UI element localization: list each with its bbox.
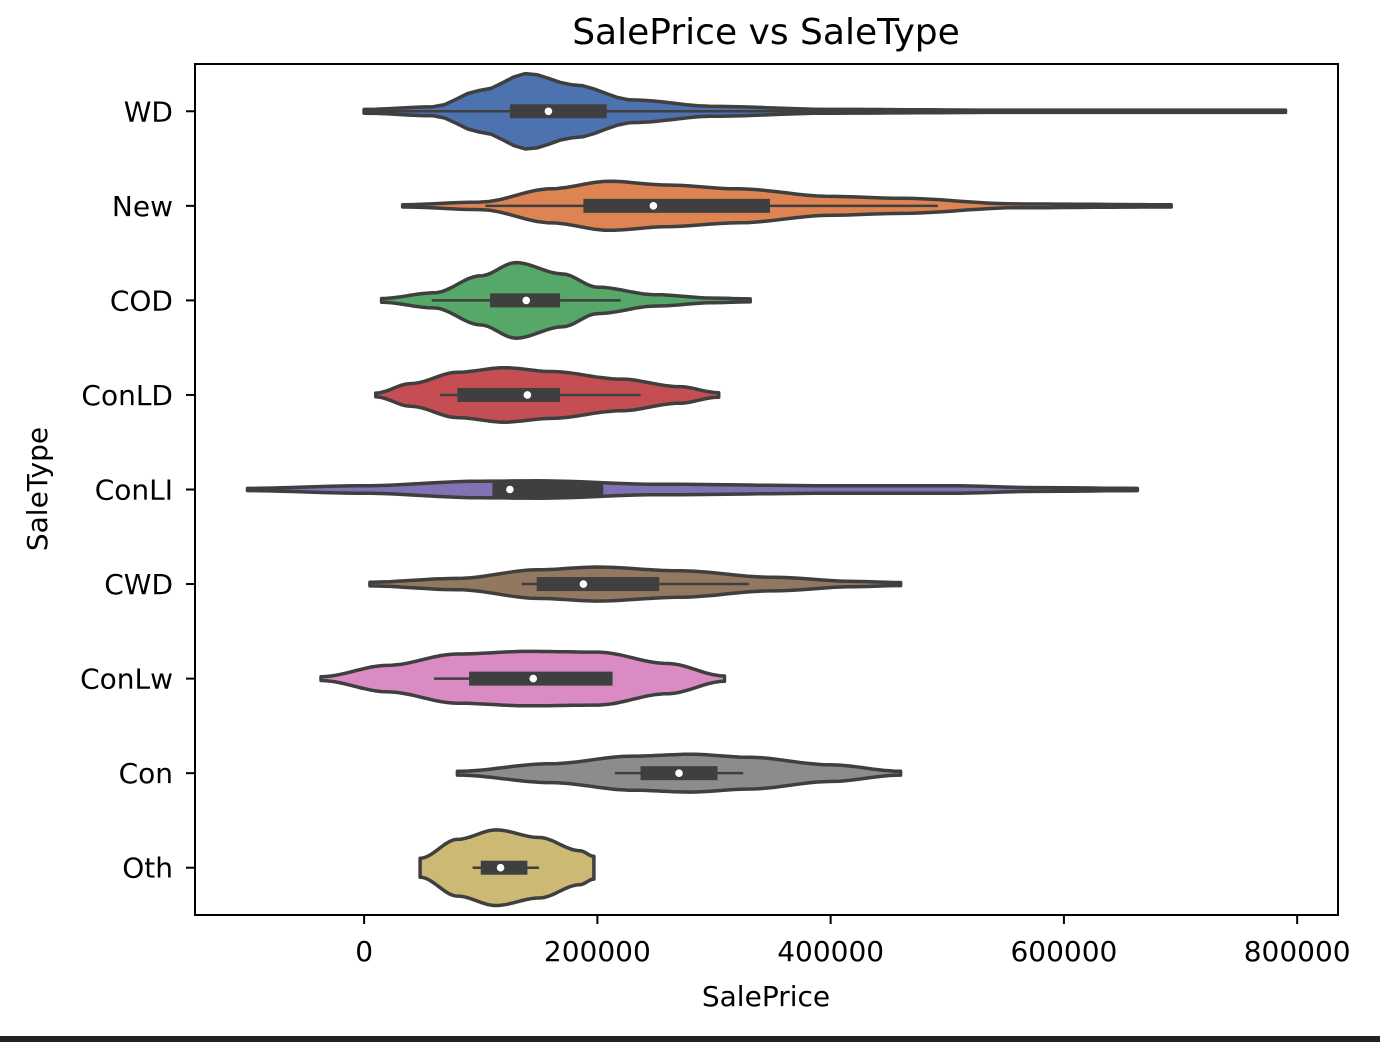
y-tick-label: ConLI [95, 474, 173, 507]
violin-conli [245, 479, 1140, 500]
y-tick-label: WD [124, 95, 173, 128]
violin-median [649, 202, 658, 210]
y-tick-label: New [112, 190, 173, 223]
x-tick-label: 600000 [1010, 935, 1117, 968]
violins-layer [245, 71, 1288, 908]
violin-iqr-box [457, 387, 561, 402]
x-axis-label: SalePrice [702, 980, 830, 1013]
y-tick-label: COD [110, 284, 173, 317]
violin-iqr-box [469, 671, 613, 686]
y-axis: WD New COD ConLD ConLI CWD ConLw Con Oth [80, 95, 195, 885]
violin-median [544, 107, 553, 116]
y-tick-label: Oth [122, 852, 173, 885]
x-tick-label: 200000 [544, 935, 651, 968]
x-tick-label: 800000 [1244, 935, 1351, 968]
violin-iqr-box [492, 482, 604, 497]
violin-conlw [319, 649, 727, 708]
violin-iqr-box [509, 104, 607, 119]
y-tick-label: ConLD [81, 379, 173, 412]
violin-conld [374, 365, 721, 424]
violin-median [522, 296, 531, 305]
x-tick-label: 0 [355, 935, 373, 968]
violin-median [496, 863, 505, 872]
chart-title: SalePrice vs SaleType [572, 12, 960, 53]
violin-median [579, 580, 588, 588]
violin-oth [418, 828, 596, 908]
violin-median [523, 391, 532, 399]
violin-con [455, 752, 903, 794]
violin-median [506, 485, 514, 494]
violin-cwd [368, 565, 903, 603]
violin-iqr-box [583, 198, 770, 213]
y-tick-label: ConLw [80, 663, 173, 696]
y-tick-label: Con [119, 757, 173, 790]
violin-iqr-box [536, 577, 660, 592]
violin-median [675, 769, 683, 777]
y-axis-label: SaleType [21, 427, 54, 551]
violin-cod [379, 260, 752, 340]
violin-body [245, 479, 1140, 500]
violin-wd [362, 71, 1288, 151]
y-tick-label: CWD [104, 568, 173, 601]
bottom-border [0, 1036, 1380, 1042]
x-tick-label: 400000 [777, 935, 884, 968]
x-axis: 0 200000 400000 600000 800000 [355, 915, 1351, 968]
violin-new [400, 179, 1173, 233]
violin-median [529, 674, 538, 683]
